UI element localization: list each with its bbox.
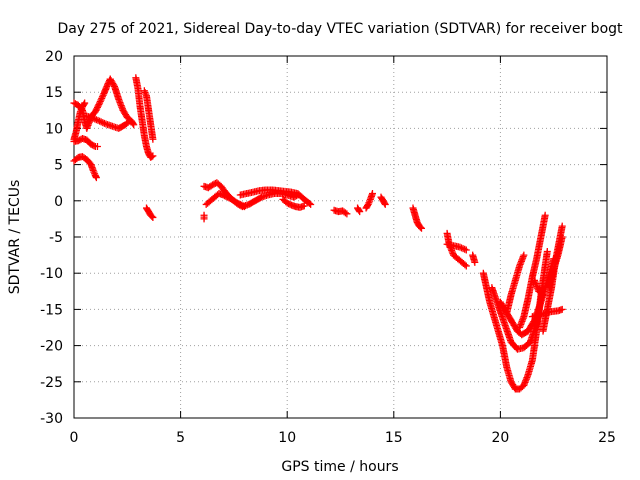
y-axis-title: SDTVAR / TECUs: [7, 180, 23, 295]
data-point: [461, 245, 469, 253]
y-tick-label: 20: [45, 49, 63, 65]
y-tick-label: -20: [40, 339, 63, 355]
x-axis-ticks: 0 5 10 15 20 25: [70, 56, 616, 446]
data-point: [81, 99, 89, 107]
data-point: [341, 209, 349, 217]
data-point: [471, 258, 479, 266]
data-point: [538, 290, 546, 298]
data-point: [418, 224, 426, 232]
data-point: [91, 115, 99, 123]
y-axis-ticks: -30 -25 -20 -15 -10 -5 0 5 10 15 20: [40, 49, 607, 427]
y-tick-label: -30: [40, 411, 63, 427]
data-point: [558, 222, 566, 230]
data-point: [148, 153, 156, 161]
data-point: [130, 121, 138, 129]
chart-title: Day 275 of 2021, Sidereal Day-to-day VTE…: [57, 21, 623, 37]
x-tick-label: 0: [70, 430, 79, 446]
data-point: [307, 200, 315, 208]
data-point: [89, 114, 97, 122]
data-point: [558, 305, 566, 313]
data-point: [148, 212, 156, 220]
data-point: [300, 202, 308, 210]
data-point: [95, 101, 103, 109]
data-point: [241, 203, 249, 211]
x-tick-label: 25: [598, 430, 616, 446]
data-point: [462, 262, 470, 270]
data-point: [96, 99, 104, 107]
data-point: [541, 211, 549, 219]
data-point: [381, 199, 389, 207]
data-point: [92, 116, 100, 124]
data-point: [343, 210, 351, 218]
data-point: [459, 245, 467, 253]
data-point: [305, 199, 313, 207]
y-tick-label: -5: [49, 230, 63, 246]
data-point: [368, 190, 376, 198]
data-point: [558, 233, 566, 241]
y-tick-label: 15: [45, 85, 63, 101]
x-tick-label: 10: [278, 430, 296, 446]
data-point: [100, 119, 108, 127]
data-point: [97, 118, 105, 126]
data-point: [80, 100, 88, 108]
data-point: [416, 223, 424, 231]
data-point: [200, 215, 208, 223]
data-point: [96, 97, 104, 105]
data-points: [70, 74, 566, 393]
data-point: [520, 251, 528, 259]
x-tick-label: 15: [385, 430, 403, 446]
data-point: [92, 174, 100, 182]
data-point: [97, 96, 105, 104]
data-point: [149, 152, 157, 160]
data-point: [356, 208, 364, 216]
data-point: [149, 213, 157, 221]
data-point: [543, 247, 551, 255]
data-point: [461, 261, 469, 269]
y-tick-label: -25: [40, 375, 63, 391]
x-tick-label: 20: [491, 430, 509, 446]
data-point: [96, 117, 104, 125]
data-point: [456, 243, 464, 251]
y-tick-label: 0: [54, 194, 63, 210]
data-point: [539, 291, 547, 299]
data-point: [99, 119, 107, 127]
y-tick-label: -15: [40, 302, 63, 318]
data-point: [355, 206, 363, 214]
data-point: [457, 244, 465, 252]
y-tick-label: 10: [45, 121, 63, 137]
x-tick-label: 5: [176, 430, 185, 446]
data-point: [149, 135, 157, 143]
data-point: [94, 116, 102, 124]
data-point: [99, 91, 107, 99]
x-axis-title: GPS time / hours: [281, 459, 398, 475]
data-point: [98, 93, 106, 101]
data-point: [239, 202, 247, 210]
data-point: [381, 200, 389, 208]
data-point: [462, 246, 470, 254]
data-point: [90, 142, 98, 150]
data-point: [93, 143, 101, 150]
data-point: [129, 120, 137, 128]
y-tick-label: -10: [40, 266, 63, 282]
y-tick-label: 5: [54, 158, 63, 174]
data-point: [98, 94, 106, 102]
